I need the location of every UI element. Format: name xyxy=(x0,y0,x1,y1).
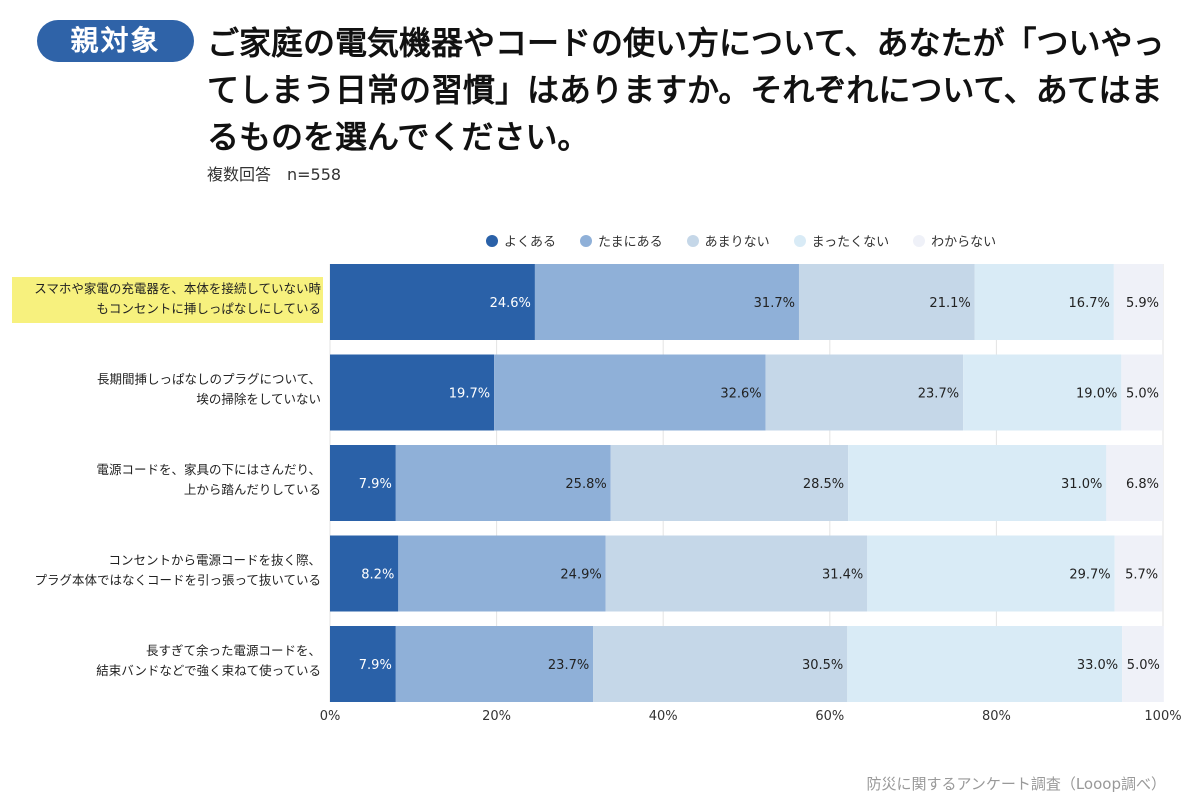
bar-segment xyxy=(395,445,611,521)
data-label: 32.6% xyxy=(720,387,761,402)
x-tick-label: 40% xyxy=(649,709,678,724)
legend-swatch xyxy=(913,234,926,247)
data-label: 21.1% xyxy=(929,296,970,311)
category-label: 埃の掃除をしていない xyxy=(196,392,321,407)
data-label: 30.5% xyxy=(802,658,843,673)
data-label: 31.4% xyxy=(822,568,863,583)
legend-item: よくある xyxy=(486,231,556,250)
legend-swatch xyxy=(793,234,806,247)
data-label: 5.0% xyxy=(1126,387,1159,402)
category-label: 長すぎて余った電源コードを、 xyxy=(146,643,321,658)
data-label: 6.8% xyxy=(1126,477,1159,492)
bar-segment xyxy=(494,354,766,431)
data-label: 24.6% xyxy=(490,296,531,311)
legend-item: たまにある xyxy=(580,231,663,250)
bar-segment xyxy=(798,264,975,340)
legend-swatch xyxy=(686,234,699,247)
category-label: 長期間挿しっぱなしのプラグについて、 xyxy=(97,372,321,387)
data-label: 19.7% xyxy=(449,387,490,402)
bar-segment xyxy=(1114,535,1163,612)
legend-label: わからない xyxy=(931,235,997,250)
data-label: 19.0% xyxy=(1076,387,1117,402)
bar-segment xyxy=(963,354,1122,431)
category-label: プラグ本体ではなくコードを引っ張って抜いている xyxy=(34,573,321,588)
legend-label: よくある xyxy=(504,235,557,250)
data-label: 7.9% xyxy=(359,658,392,673)
bar-segment xyxy=(847,626,1123,702)
bar-segment xyxy=(867,535,1115,612)
x-tick-label: 60% xyxy=(815,709,844,724)
bar-segment xyxy=(1113,264,1163,340)
data-label: 23.7% xyxy=(918,387,959,402)
bar-segment xyxy=(398,535,606,612)
bar-segment xyxy=(1122,626,1164,702)
category-label: もコンセントに挿しっぱなしにしている xyxy=(96,301,321,316)
target-badge: 親対象 xyxy=(37,20,194,62)
bar-segment xyxy=(330,535,399,612)
bar-segment xyxy=(330,354,495,431)
data-label: 5.7% xyxy=(1125,568,1158,583)
x-tick-label: 20% xyxy=(482,709,511,724)
bar-segment xyxy=(610,445,849,521)
bar-segment xyxy=(848,445,1107,521)
category-label: コンセントから電源コードを抜く際、 xyxy=(108,553,321,568)
data-label: 29.7% xyxy=(1069,568,1110,583)
data-label: 7.9% xyxy=(359,477,392,492)
bar-segment xyxy=(330,445,396,521)
bar-segment xyxy=(330,264,535,340)
legend-swatch xyxy=(486,234,498,247)
data-label: 24.9% xyxy=(560,568,601,583)
x-tick-label: 100% xyxy=(1144,709,1181,724)
legend-item: あまりない xyxy=(686,231,770,250)
data-label: 23.7% xyxy=(548,658,589,673)
data-label: 25.8% xyxy=(565,477,606,492)
legend-label: たまにある xyxy=(598,235,663,250)
legend-label: あまりない xyxy=(704,235,770,250)
category-label: 結束バンドなどで強く束ねて使っている xyxy=(96,663,321,678)
bar-segment xyxy=(593,626,848,702)
category-highlight xyxy=(12,277,323,323)
bar-segment xyxy=(605,535,868,612)
data-label: 5.0% xyxy=(1127,658,1160,673)
bar-segment xyxy=(1106,445,1163,521)
data-label: 5.9% xyxy=(1126,296,1159,311)
chart-legend: よくある たまにある あまりない まったくない わからない xyxy=(486,231,1020,250)
category-label: 上から踏んだりしている xyxy=(184,482,321,497)
chart-subtitle: 複数回答 n=558 xyxy=(207,165,342,184)
legend-item: わからない xyxy=(913,231,996,250)
data-label: 8.2% xyxy=(361,568,394,583)
x-tick-label: 0% xyxy=(320,709,341,724)
category-label: スマホや家電の充電器を、本体を接続していない時 xyxy=(34,281,321,296)
bar-segment xyxy=(765,354,964,431)
data-label: 31.0% xyxy=(1061,477,1102,492)
chart-title: ご家庭の電気機器やコードの使い方について、あなたが「ついやってしまう日常の習慣」… xyxy=(207,24,1165,156)
source-note: 防災に関するアンケート調査（Looop調べ） xyxy=(866,775,1166,793)
category-label: 電源コードを、家具の下にはさんだり、 xyxy=(96,462,321,477)
legend-swatch xyxy=(580,234,593,247)
bar-segment xyxy=(395,626,594,702)
legend-item: まったくない xyxy=(793,231,890,250)
data-label: 16.7% xyxy=(1069,296,1110,311)
x-tick-label: 80% xyxy=(982,709,1011,724)
data-label: 33.0% xyxy=(1077,658,1118,673)
legend-label: まったくない xyxy=(811,235,890,250)
bar-segment xyxy=(330,626,396,702)
data-label: 31.7% xyxy=(754,296,795,311)
data-label: 28.5% xyxy=(803,477,844,492)
bar-segment xyxy=(1121,354,1163,431)
bar-segment xyxy=(534,264,799,340)
bar-segment xyxy=(974,264,1114,340)
